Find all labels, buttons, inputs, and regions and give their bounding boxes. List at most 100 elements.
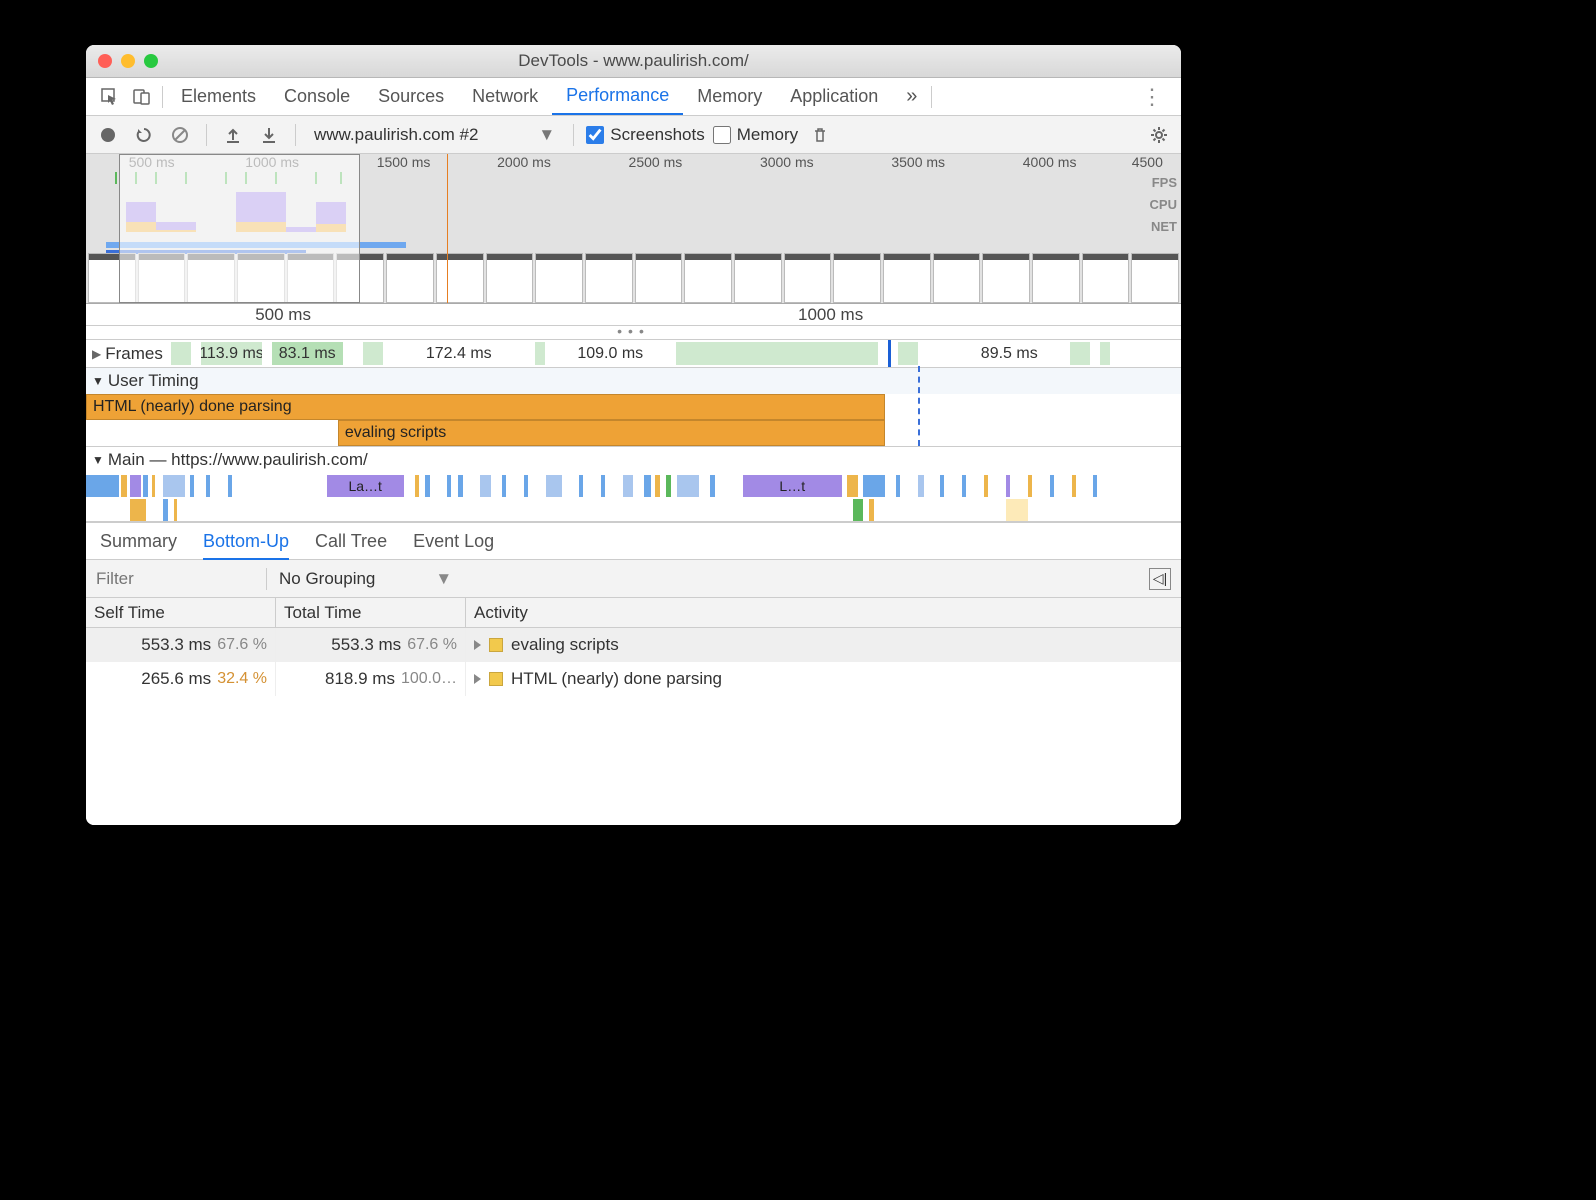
kebab-menu-icon[interactable]: ⋮	[1131, 84, 1173, 110]
flame-segment[interactable]	[130, 475, 141, 497]
flame-segment[interactable]	[546, 475, 562, 497]
table-row[interactable]: 265.6 ms 32.4 %818.9 ms 100.0…HTML (near…	[86, 662, 1181, 696]
save-profile-icon[interactable]	[255, 121, 283, 149]
thumbnail[interactable]	[883, 253, 931, 303]
device-icon[interactable]	[126, 81, 158, 113]
frame-segment[interactable]: 172.4 ms	[393, 342, 524, 365]
frame-segment[interactable]	[898, 342, 918, 365]
clear-icon[interactable]	[166, 121, 194, 149]
flame-segment[interactable]	[458, 475, 462, 497]
detail-tab-call-tree[interactable]: Call Tree	[315, 531, 387, 552]
flame-segment[interactable]	[163, 475, 185, 497]
flame-segment[interactable]	[655, 475, 659, 497]
reverse-icon[interactable]: ◁|	[1149, 568, 1171, 590]
thumbnail[interactable]	[585, 253, 633, 303]
col-activity[interactable]: Activity	[466, 598, 1181, 627]
screenshots-checkbox[interactable]: Screenshots	[586, 125, 705, 145]
detail-tab-event-log[interactable]: Event Log	[413, 531, 494, 552]
inspect-icon[interactable]	[94, 81, 126, 113]
thumbnail[interactable]	[982, 253, 1030, 303]
expand-icon[interactable]	[474, 640, 481, 650]
trash-icon[interactable]	[806, 121, 834, 149]
thumbnail[interactable]	[386, 253, 434, 303]
col-self-time[interactable]: Self Time	[86, 598, 276, 627]
overview-timeline[interactable]: 500 ms1000 ms1500 ms2000 ms2500 ms3000 m…	[86, 154, 1181, 304]
thumbnail[interactable]	[933, 253, 981, 303]
tab-console[interactable]: Console	[270, 78, 364, 115]
flame-segment[interactable]	[666, 475, 670, 497]
thumbnail[interactable]	[734, 253, 782, 303]
frame-segment[interactable]: 109.0 ms	[555, 342, 666, 365]
flame-segment[interactable]	[1028, 475, 1032, 497]
thumbnail[interactable]	[535, 253, 583, 303]
flame-segment[interactable]	[677, 475, 699, 497]
flame-segment[interactable]	[601, 475, 605, 497]
flame-segment[interactable]	[163, 499, 168, 521]
zoom-icon[interactable]	[144, 54, 158, 68]
flame-segment[interactable]	[1050, 475, 1054, 497]
flame-segment[interactable]: L…t	[743, 475, 842, 497]
flame-segment[interactable]	[480, 475, 491, 497]
tab-memory[interactable]: Memory	[683, 78, 776, 115]
table-row[interactable]: 553.3 ms 67.6 %553.3 ms 67.6 %evaling sc…	[86, 628, 1181, 662]
flame-segment[interactable]	[415, 475, 419, 497]
timing-bar-html[interactable]: HTML (nearly) done parsing	[86, 394, 885, 420]
main-header[interactable]: ▼Main — https://www.paulirish.com/	[86, 447, 1181, 473]
filter-input[interactable]	[86, 569, 266, 589]
flame-segment[interactable]	[896, 475, 899, 497]
flame-segment[interactable]	[143, 475, 148, 497]
tab-elements[interactable]: Elements	[167, 78, 270, 115]
flame-segment[interactable]	[940, 475, 944, 497]
flame-segment[interactable]	[1072, 475, 1076, 497]
flame-segment[interactable]	[1006, 499, 1028, 521]
frame-segment[interactable]: 113.9 ms	[201, 342, 262, 365]
detail-tab-bottom-up[interactable]: Bottom-Up	[203, 531, 289, 560]
collapsed-row[interactable]: •••	[86, 326, 1181, 340]
titlebar[interactable]: DevTools - www.paulirish.com/	[86, 45, 1181, 78]
frame-segment[interactable]: 89.5 ms	[959, 342, 1060, 365]
playhead-marker[interactable]	[888, 340, 891, 367]
load-profile-icon[interactable]	[219, 121, 247, 149]
gear-icon[interactable]	[1145, 121, 1173, 149]
tab-sources[interactable]: Sources	[364, 78, 458, 115]
frame-segment[interactable]	[363, 342, 383, 365]
flame-segment[interactable]: La…t	[327, 475, 404, 497]
flame-segment[interactable]	[1006, 475, 1010, 497]
frame-segment[interactable]	[1100, 342, 1110, 365]
thumbnail[interactable]	[1131, 253, 1179, 303]
thumbnail[interactable]	[784, 253, 832, 303]
flame-segment[interactable]	[984, 475, 988, 497]
flame-segment[interactable]	[174, 499, 177, 521]
tab-application[interactable]: Application	[776, 78, 892, 115]
frame-segment[interactable]: 83.1 ms	[272, 342, 343, 365]
tab-network[interactable]: Network	[458, 78, 552, 115]
reload-icon[interactable]	[130, 121, 158, 149]
user-timing-track[interactable]: evaling scripts	[86, 420, 1181, 446]
flame-segment[interactable]	[447, 475, 450, 497]
flame-segment[interactable]	[623, 475, 634, 497]
flame-segment[interactable]	[918, 475, 923, 497]
flame-segment[interactable]	[425, 475, 429, 497]
flame-segment[interactable]	[524, 475, 528, 497]
flame-segment[interactable]	[121, 475, 126, 497]
recording-select[interactable]: www.paulirish.com #2 ▼	[308, 125, 561, 145]
flame-segment[interactable]	[130, 499, 146, 521]
close-icon[interactable]	[98, 54, 112, 68]
thumbnail[interactable]	[635, 253, 683, 303]
flame-segment[interactable]	[228, 475, 231, 497]
flame-segment[interactable]	[869, 499, 874, 521]
thumbnail[interactable]	[1082, 253, 1130, 303]
flame-segment[interactable]	[502, 475, 506, 497]
flame-segment[interactable]	[962, 475, 966, 497]
expand-icon[interactable]: ▶	[86, 347, 105, 361]
user-timing-track[interactable]: HTML (nearly) done parsing	[86, 394, 1181, 420]
thumbnail[interactable]	[486, 253, 534, 303]
flame-segment[interactable]	[847, 475, 858, 497]
expand-icon[interactable]	[474, 674, 481, 684]
user-timing-header[interactable]: ▼User Timing	[86, 368, 1181, 394]
frame-segment[interactable]	[676, 342, 878, 365]
flame-segment[interactable]	[206, 475, 209, 497]
thumbnail[interactable]	[1032, 253, 1080, 303]
overview-selection[interactable]	[119, 154, 360, 303]
tab-performance[interactable]: Performance	[552, 78, 683, 115]
